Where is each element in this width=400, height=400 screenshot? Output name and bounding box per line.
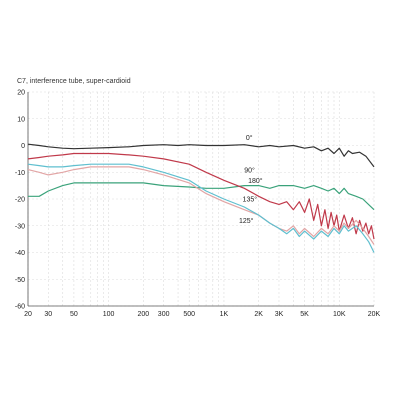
x-tick-label: 1K (220, 311, 229, 318)
series-label: 135° (243, 196, 258, 204)
x-tick-label: 100 (103, 311, 115, 318)
y-tick-label: 0 (21, 143, 25, 150)
series-line (27, 143, 375, 168)
y-tick-label: -20 (15, 197, 25, 204)
x-tick-label: 50 (70, 311, 78, 318)
x-tick-label: 10K (333, 311, 346, 318)
y-tick-label: -60 (15, 304, 25, 311)
x-tick-label: 30 (44, 311, 52, 318)
y-tick-label: -30 (15, 223, 25, 230)
y-tick-label: 10 (17, 116, 25, 123)
x-tick-label: 200 (137, 311, 149, 318)
series-label: 125° (239, 217, 254, 225)
series-label: 180° (248, 177, 263, 185)
series-label: 90° (244, 166, 255, 174)
x-tick-label: 300 (158, 311, 170, 318)
series-label: 0° (246, 134, 253, 142)
x-tick-label: 2K (254, 311, 263, 318)
series-line (28, 182, 375, 211)
x-tick-label: 5K (300, 311, 309, 318)
x-tick-label: 20K (368, 311, 381, 318)
y-tick-label: -50 (15, 277, 25, 284)
series-line (27, 166, 375, 245)
x-tick-label: 3K (275, 311, 284, 318)
x-tick-label: 20 (24, 311, 32, 318)
series-line (27, 163, 375, 253)
chart-title: C7, interference tube, super-cardioid (17, 78, 131, 85)
y-tick-label: -40 (15, 250, 25, 257)
y-tick-label: 20 (17, 90, 25, 97)
y-tick-label: -10 (15, 170, 25, 177)
x-tick-label: 500 (183, 311, 195, 318)
series-line (27, 152, 375, 240)
